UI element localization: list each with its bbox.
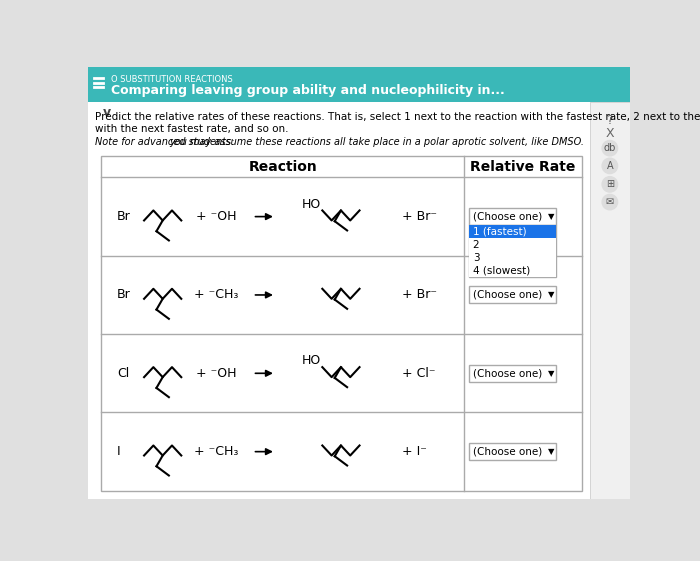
FancyBboxPatch shape [469, 251, 556, 264]
Text: ✉: ✉ [606, 197, 614, 207]
Text: ▼: ▼ [548, 212, 554, 221]
Text: HO: HO [302, 198, 321, 211]
FancyBboxPatch shape [469, 287, 556, 304]
Text: + ⁻OH: + ⁻OH [196, 210, 237, 223]
Text: HO: HO [302, 355, 321, 367]
Text: (Choose one): (Choose one) [473, 369, 542, 378]
Text: (Choose one): (Choose one) [473, 290, 542, 300]
FancyBboxPatch shape [469, 225, 556, 238]
Text: X: X [606, 127, 614, 140]
Text: v: v [103, 106, 111, 119]
Text: with the next fastest rate, and so on.: with the next fastest rate, and so on. [95, 123, 288, 134]
Text: 1 (fastest): 1 (fastest) [473, 227, 526, 237]
Text: Br: Br [117, 288, 131, 301]
Text: Relative Rate: Relative Rate [470, 160, 575, 174]
Text: ▼: ▼ [548, 447, 554, 456]
Text: 4 (slowest): 4 (slowest) [473, 266, 530, 276]
FancyBboxPatch shape [469, 208, 556, 225]
Text: Cl: Cl [117, 367, 130, 380]
Text: 3: 3 [473, 253, 480, 263]
FancyBboxPatch shape [88, 102, 589, 499]
Text: + Cl⁻: + Cl⁻ [402, 367, 435, 380]
FancyBboxPatch shape [469, 238, 556, 251]
FancyBboxPatch shape [469, 225, 556, 278]
Circle shape [602, 158, 617, 173]
Circle shape [602, 194, 617, 210]
Text: + ⁻CH₃: + ⁻CH₃ [194, 288, 238, 301]
FancyBboxPatch shape [469, 365, 556, 382]
Text: ?: ? [606, 113, 613, 127]
Text: you may assume these reactions all take place in a polar aprotic solvent, like D: you may assume these reactions all take … [169, 137, 584, 146]
Text: Reaction: Reaction [248, 160, 317, 174]
Text: Note for advanced students:: Note for advanced students: [95, 137, 238, 146]
Text: O SUBSTITUTION REACTIONS: O SUBSTITUTION REACTIONS [111, 75, 232, 84]
Text: + Br⁻: + Br⁻ [402, 288, 437, 301]
FancyBboxPatch shape [102, 156, 582, 491]
Text: Predict the relative rates of these reactions. That is, select 1 next to the rea: Predict the relative rates of these reac… [95, 112, 700, 122]
Text: + ⁻OH: + ⁻OH [196, 367, 237, 380]
Circle shape [602, 177, 617, 192]
Text: (Choose one): (Choose one) [473, 211, 542, 222]
Text: A: A [606, 161, 613, 171]
FancyBboxPatch shape [589, 102, 630, 499]
Text: ▼: ▼ [548, 369, 554, 378]
Text: (Choose one): (Choose one) [473, 447, 542, 457]
FancyBboxPatch shape [469, 264, 556, 278]
FancyBboxPatch shape [469, 443, 556, 460]
Text: + Br⁻: + Br⁻ [402, 210, 437, 223]
Text: ⊞: ⊞ [606, 180, 614, 190]
Text: 2: 2 [473, 240, 480, 250]
Text: I: I [117, 445, 120, 458]
Text: + ⁻CH₃: + ⁻CH₃ [194, 445, 238, 458]
Text: ▼: ▼ [548, 291, 554, 300]
Text: Comparing leaving group ability and nucleophilicity in...: Comparing leaving group ability and nucl… [111, 84, 505, 97]
Text: db: db [603, 143, 616, 153]
Text: + I⁻: + I⁻ [402, 445, 427, 458]
FancyBboxPatch shape [88, 67, 630, 102]
Circle shape [602, 140, 617, 156]
Text: Br: Br [117, 210, 131, 223]
